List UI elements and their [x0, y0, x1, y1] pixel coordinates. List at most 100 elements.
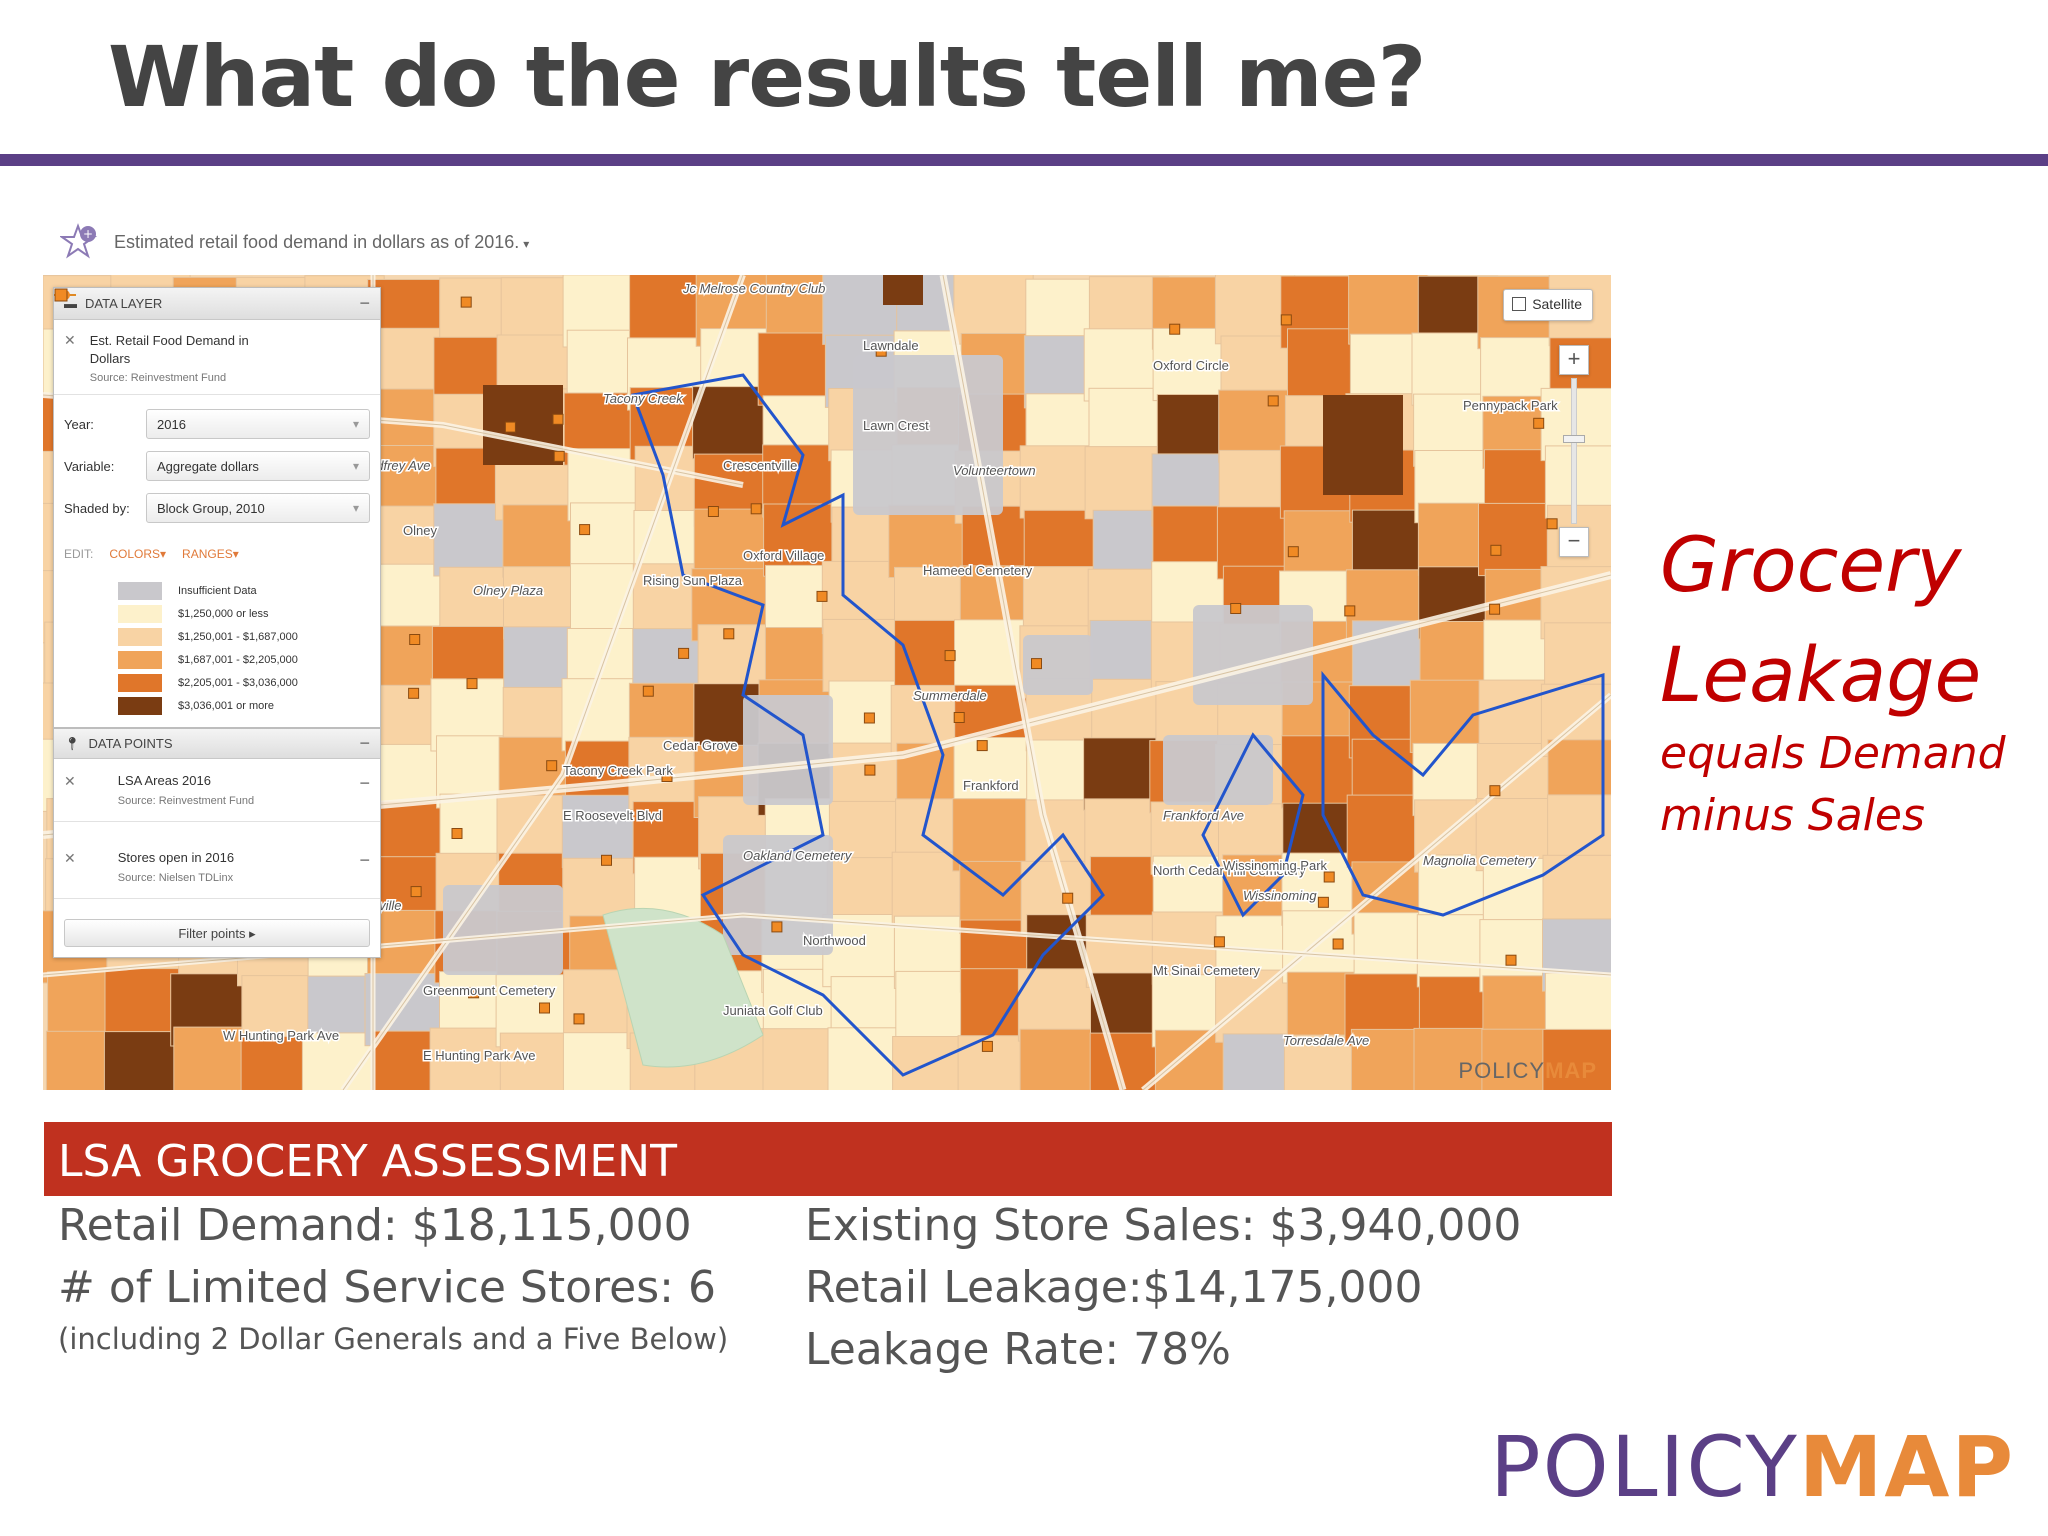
checkbox-icon[interactable] [1512, 297, 1527, 311]
colors-link[interactable]: COLORS▾ [109, 547, 167, 561]
store-marker[interactable] [1280, 314, 1292, 326]
store-marker[interactable] [1489, 603, 1501, 615]
store-marker[interactable] [1230, 603, 1242, 614]
data-points-header[interactable]: 📍︎ DATA POINTS − [54, 727, 380, 759]
store-marker[interactable] [579, 524, 591, 536]
collapse-icon[interactable]: − [359, 293, 370, 313]
high-demand-tract[interactable] [883, 275, 923, 305]
store-marker[interactable] [1267, 395, 1279, 407]
shaded-label: Shaded by: [64, 500, 130, 516]
store-marker[interactable] [552, 413, 564, 425]
zoom-in-button[interactable]: + [1559, 345, 1589, 375]
remove-point-icon[interactable]: ✕ [64, 773, 76, 789]
store-marker[interactable] [410, 886, 422, 898]
store-marker[interactable] [707, 506, 719, 517]
block-group[interactable] [1478, 502, 1559, 577]
block-group[interactable] [1413, 1027, 1494, 1090]
map-place-label: Oxford Village [743, 548, 824, 563]
zoom-slider-thumb[interactable] [1563, 435, 1585, 443]
block-group[interactable] [952, 798, 1033, 872]
store-marker[interactable] [409, 634, 421, 645]
collapse-icon[interactable]: − [359, 733, 370, 753]
filter-points-button[interactable]: Filter points ▸ [64, 919, 370, 947]
remove-layer-icon[interactable]: ✕ [64, 332, 76, 348]
point-source: Source: Reinvestment Fund [117, 795, 255, 807]
store-marker[interactable] [573, 1013, 585, 1025]
data-layer-header[interactable]: ▬ DATA LAYER − [54, 288, 380, 320]
store-marker[interactable] [750, 503, 762, 515]
store-marker[interactable] [553, 450, 565, 462]
store-marker[interactable] [944, 650, 956, 662]
store-marker[interactable] [1317, 896, 1329, 908]
store-marker[interactable] [1287, 546, 1299, 558]
layer-item: ✕ Est. Retail Food Demand in Dollars Sou… [54, 320, 380, 395]
block-group[interactable] [757, 332, 839, 406]
shaded-select[interactable]: Block Group, 2010 [146, 493, 370, 523]
collapse-icon[interactable]: − [359, 850, 370, 870]
block-group[interactable] [1542, 1028, 1611, 1090]
store-marker[interactable] [1344, 605, 1356, 617]
point-name: LSA Areas 2016 [117, 773, 211, 788]
map-place-label: Lawndale [863, 338, 919, 353]
store-marker[interactable] [723, 628, 735, 640]
store-marker[interactable] [678, 647, 690, 659]
store-marker[interactable] [504, 421, 516, 433]
store-marker[interactable] [1169, 323, 1181, 335]
store-marker[interactable] [816, 590, 828, 602]
lsa-boundary[interactable] [1201, 732, 1305, 918]
store-marker[interactable] [539, 1002, 550, 1014]
store-marker[interactable] [981, 1040, 993, 1052]
store-marker[interactable] [466, 678, 478, 690]
store-marker[interactable] [1323, 871, 1335, 883]
store-marker[interactable] [661, 771, 673, 782]
map-place-label: Frankford Ave [1163, 808, 1244, 823]
insufficient-area [743, 695, 833, 805]
store-marker[interactable] [953, 712, 965, 723]
store-marker[interactable] [1490, 544, 1502, 556]
store-marker[interactable] [1213, 936, 1225, 948]
remove-point-icon[interactable]: ✕ [64, 850, 76, 866]
map-view[interactable]: Jc Melrose Country Club Lawndale Oxford Ci… [43, 275, 1611, 1090]
ranges-link[interactable]: RANGES▾ [182, 547, 239, 561]
star-add-icon[interactable]: + [60, 222, 100, 262]
block-group[interactable] [822, 618, 903, 693]
edit-label: EDIT: [64, 547, 94, 561]
store-marker[interactable] [976, 740, 988, 752]
store-marker[interactable] [1031, 658, 1042, 670]
block-group[interactable] [953, 275, 1034, 345]
block-group[interactable] [1019, 1028, 1100, 1090]
year-select[interactable]: 2016 [146, 409, 370, 439]
lsa-boundary[interactable] [630, 373, 1105, 1077]
block-group[interactable] [1282, 910, 1363, 984]
store-marker[interactable] [1546, 518, 1558, 530]
block-group[interactable] [1542, 854, 1611, 928]
variable-select[interactable]: Aggregate dollars [146, 451, 370, 481]
map-caption[interactable]: Estimated retail food demand in dollars … [114, 231, 530, 252]
store-marker[interactable] [1332, 938, 1344, 950]
store-marker[interactable] [1489, 785, 1501, 797]
block-group[interactable] [1215, 969, 1296, 1043]
store-marker[interactable] [601, 854, 612, 866]
store-marker[interactable] [1505, 954, 1517, 966]
map-place-label: Crescentville [723, 458, 797, 473]
store-marker[interactable] [451, 828, 463, 839]
zoom-out-button[interactable]: − [1559, 527, 1589, 557]
store-marker[interactable] [408, 687, 420, 699]
block-group[interactable] [953, 737, 1034, 811]
lsa-boundary[interactable] [1321, 670, 1605, 917]
satellite-toggle[interactable]: Satellite [1503, 289, 1593, 321]
store-marker[interactable] [771, 921, 783, 933]
high-demand-tract[interactable] [1323, 395, 1403, 495]
high-demand-tract[interactable] [483, 385, 563, 465]
store-marker[interactable] [546, 760, 558, 772]
store-marker[interactable] [642, 685, 654, 697]
store-marker[interactable] [468, 987, 480, 999]
store-marker[interactable] [864, 764, 876, 776]
collapse-icon[interactable]: − [359, 773, 370, 793]
store-marker[interactable] [460, 296, 472, 308]
zoom-slider[interactable] [1563, 378, 1585, 524]
store-marker[interactable] [875, 345, 887, 357]
store-marker[interactable] [1062, 892, 1074, 904]
store-marker[interactable] [863, 712, 875, 724]
store-marker[interactable] [1533, 417, 1545, 429]
